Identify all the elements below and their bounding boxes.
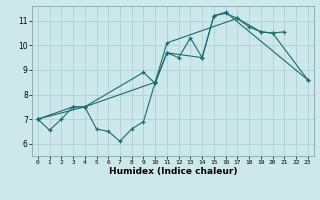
X-axis label: Humidex (Indice chaleur): Humidex (Indice chaleur) [108, 167, 237, 176]
